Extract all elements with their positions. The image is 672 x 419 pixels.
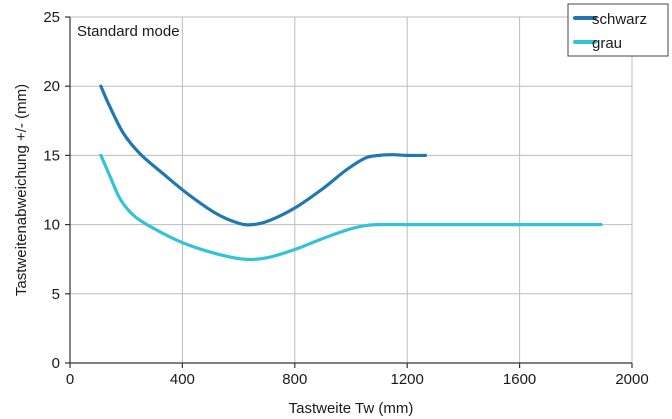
y-tick-label-0: 0 bbox=[52, 355, 60, 372]
y-tick-label-10: 10 bbox=[43, 217, 60, 234]
tick-labels: 0 400 800 1200 1600 2000 0 5 10 15 20 25 bbox=[43, 9, 648, 388]
x-tick-label-0: 0 bbox=[66, 371, 74, 388]
annotation-text: Standard mode bbox=[77, 23, 180, 40]
x-axis-title: Tastweite Tw (mm) bbox=[289, 400, 414, 417]
plot-area bbox=[70, 17, 632, 363]
y-tick-label-15: 15 bbox=[43, 147, 60, 164]
x-tick-label-1200: 1200 bbox=[391, 371, 424, 388]
y-tick-label-25: 25 bbox=[43, 9, 60, 26]
y-tick-label-5: 5 bbox=[52, 286, 60, 303]
x-tick-label-2000: 2000 bbox=[615, 371, 648, 388]
series-line-schwarz bbox=[99, 84, 428, 227]
y-axis-title: Tastweitenabweichung +/- (mm) bbox=[13, 84, 30, 296]
series-line-grau bbox=[99, 153, 603, 262]
legend: schwarz grau bbox=[567, 3, 669, 57]
legend-label-grau: grau bbox=[592, 35, 622, 52]
x-tick-label-400: 400 bbox=[170, 371, 195, 388]
grid-lines bbox=[70, 16, 633, 363]
x-tick-label-1600: 1600 bbox=[503, 371, 536, 388]
y-tick-label-20: 20 bbox=[43, 78, 60, 95]
series-layer bbox=[99, 84, 603, 262]
axes bbox=[65, 16, 633, 368]
x-tick-label-800: 800 bbox=[282, 371, 307, 388]
legend-label-schwarz: schwarz bbox=[592, 11, 647, 28]
legend-box bbox=[567, 3, 669, 57]
